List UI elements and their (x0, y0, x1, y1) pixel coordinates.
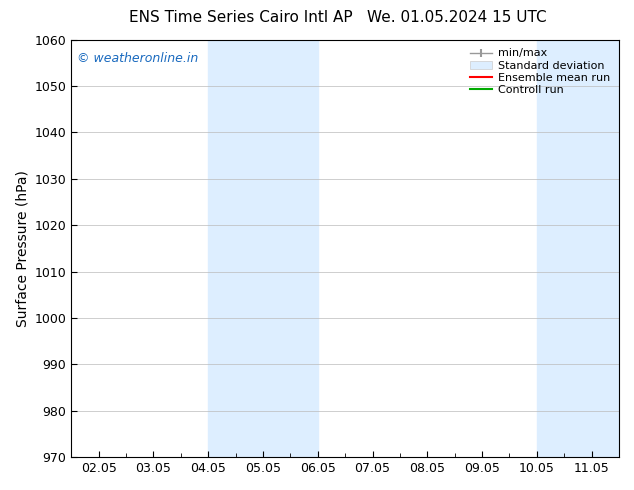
Legend: min/max, Standard deviation, Ensemble mean run, Controll run: min/max, Standard deviation, Ensemble me… (467, 45, 614, 98)
Text: © weatheronline.in: © weatheronline.in (77, 52, 198, 65)
Y-axis label: Surface Pressure (hPa): Surface Pressure (hPa) (15, 170, 29, 327)
Text: ENS Time Series Cairo Intl AP: ENS Time Series Cairo Intl AP (129, 10, 353, 25)
Text: We. 01.05.2024 15 UTC: We. 01.05.2024 15 UTC (366, 10, 547, 25)
Bar (537, 40, 619, 457)
Bar (208, 40, 318, 457)
